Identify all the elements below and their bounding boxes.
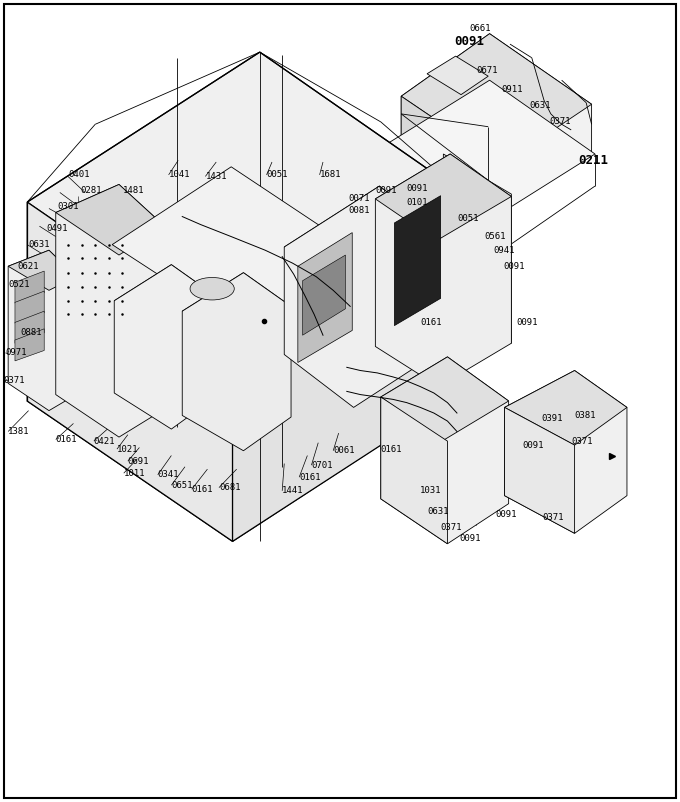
Text: 0521: 0521 <box>8 280 30 290</box>
Text: 1381: 1381 <box>8 427 30 436</box>
Text: 0371: 0371 <box>3 376 25 386</box>
Text: 0051: 0051 <box>457 213 479 223</box>
Ellipse shape <box>190 277 234 300</box>
Text: 0631: 0631 <box>529 101 551 111</box>
Polygon shape <box>443 154 511 343</box>
Text: 0081: 0081 <box>348 205 370 215</box>
Text: 0091: 0091 <box>407 184 428 193</box>
Text: 1441: 1441 <box>282 486 304 496</box>
Polygon shape <box>27 202 233 541</box>
Text: 0051: 0051 <box>267 170 288 180</box>
Text: 0911: 0911 <box>502 85 524 95</box>
Text: 1431: 1431 <box>205 172 227 181</box>
Polygon shape <box>27 250 462 541</box>
Polygon shape <box>505 371 627 445</box>
Polygon shape <box>401 34 592 194</box>
Text: 0421: 0421 <box>94 436 116 446</box>
Polygon shape <box>386 80 595 218</box>
Polygon shape <box>15 311 44 343</box>
Text: 0401: 0401 <box>68 170 90 180</box>
Text: 0091: 0091 <box>517 318 539 327</box>
Text: 0651: 0651 <box>171 480 193 490</box>
Polygon shape <box>394 196 441 326</box>
Polygon shape <box>401 96 502 194</box>
Text: 1041: 1041 <box>169 170 190 180</box>
Text: 0941: 0941 <box>493 245 515 255</box>
Polygon shape <box>114 265 219 429</box>
Text: 0161: 0161 <box>56 435 78 444</box>
Polygon shape <box>284 186 447 407</box>
Polygon shape <box>182 273 291 451</box>
Polygon shape <box>505 371 627 533</box>
Text: 0071: 0071 <box>348 194 370 204</box>
Polygon shape <box>381 357 509 544</box>
Text: 0681: 0681 <box>219 483 241 492</box>
Polygon shape <box>427 56 488 95</box>
Polygon shape <box>298 233 352 363</box>
Polygon shape <box>233 194 464 541</box>
Text: 1031: 1031 <box>420 486 442 496</box>
Text: 0211: 0211 <box>578 154 608 167</box>
Text: 0631: 0631 <box>427 507 449 516</box>
Text: 1481: 1481 <box>122 186 144 196</box>
Polygon shape <box>505 407 575 533</box>
Text: 0881: 0881 <box>20 328 42 338</box>
Polygon shape <box>284 186 447 298</box>
Text: 0671: 0671 <box>476 66 498 75</box>
Text: 0391: 0391 <box>541 414 563 423</box>
Text: 0371: 0371 <box>441 523 462 533</box>
Text: 0491: 0491 <box>46 224 68 233</box>
Text: 0301: 0301 <box>58 202 80 212</box>
Polygon shape <box>182 273 291 343</box>
Polygon shape <box>401 34 592 164</box>
Text: 1681: 1681 <box>320 170 341 180</box>
Text: 0281: 0281 <box>80 186 102 196</box>
Polygon shape <box>15 271 44 303</box>
Text: 0341: 0341 <box>158 470 180 480</box>
Polygon shape <box>303 255 345 335</box>
Text: 0381: 0381 <box>575 411 596 420</box>
Polygon shape <box>375 154 511 387</box>
Polygon shape <box>381 397 447 544</box>
Text: 0161: 0161 <box>192 484 214 494</box>
Text: 0091: 0091 <box>503 261 525 271</box>
Polygon shape <box>56 184 165 437</box>
Text: 0371: 0371 <box>549 117 571 127</box>
Text: 0091: 0091 <box>375 186 397 196</box>
Polygon shape <box>112 167 381 343</box>
Text: 0161: 0161 <box>381 444 403 454</box>
Text: 0091: 0091 <box>459 534 481 544</box>
Polygon shape <box>8 250 76 411</box>
Text: 1021: 1021 <box>117 444 139 454</box>
Text: 0091: 0091 <box>454 35 484 48</box>
Text: 1011: 1011 <box>124 468 146 478</box>
Polygon shape <box>56 184 165 255</box>
Polygon shape <box>8 250 76 290</box>
Text: 0371: 0371 <box>543 512 564 522</box>
Text: 0661: 0661 <box>469 23 491 33</box>
Text: 0061: 0061 <box>333 446 355 456</box>
Polygon shape <box>15 329 44 361</box>
Text: 0161: 0161 <box>299 472 321 482</box>
Text: 0091: 0091 <box>522 440 544 450</box>
Polygon shape <box>114 265 219 335</box>
Polygon shape <box>375 154 511 241</box>
Text: 0971: 0971 <box>5 348 27 358</box>
Text: 0631: 0631 <box>29 240 50 249</box>
Polygon shape <box>381 357 509 441</box>
Text: 0161: 0161 <box>420 318 442 327</box>
Text: 0091: 0091 <box>495 510 517 520</box>
Polygon shape <box>27 52 464 343</box>
Text: 0101: 0101 <box>407 197 428 207</box>
Text: 0691: 0691 <box>128 456 150 466</box>
Polygon shape <box>15 291 44 323</box>
Text: 0621: 0621 <box>17 261 39 271</box>
Text: 0371: 0371 <box>571 436 593 446</box>
Text: 0701: 0701 <box>311 460 333 470</box>
Text: 0561: 0561 <box>484 232 506 241</box>
